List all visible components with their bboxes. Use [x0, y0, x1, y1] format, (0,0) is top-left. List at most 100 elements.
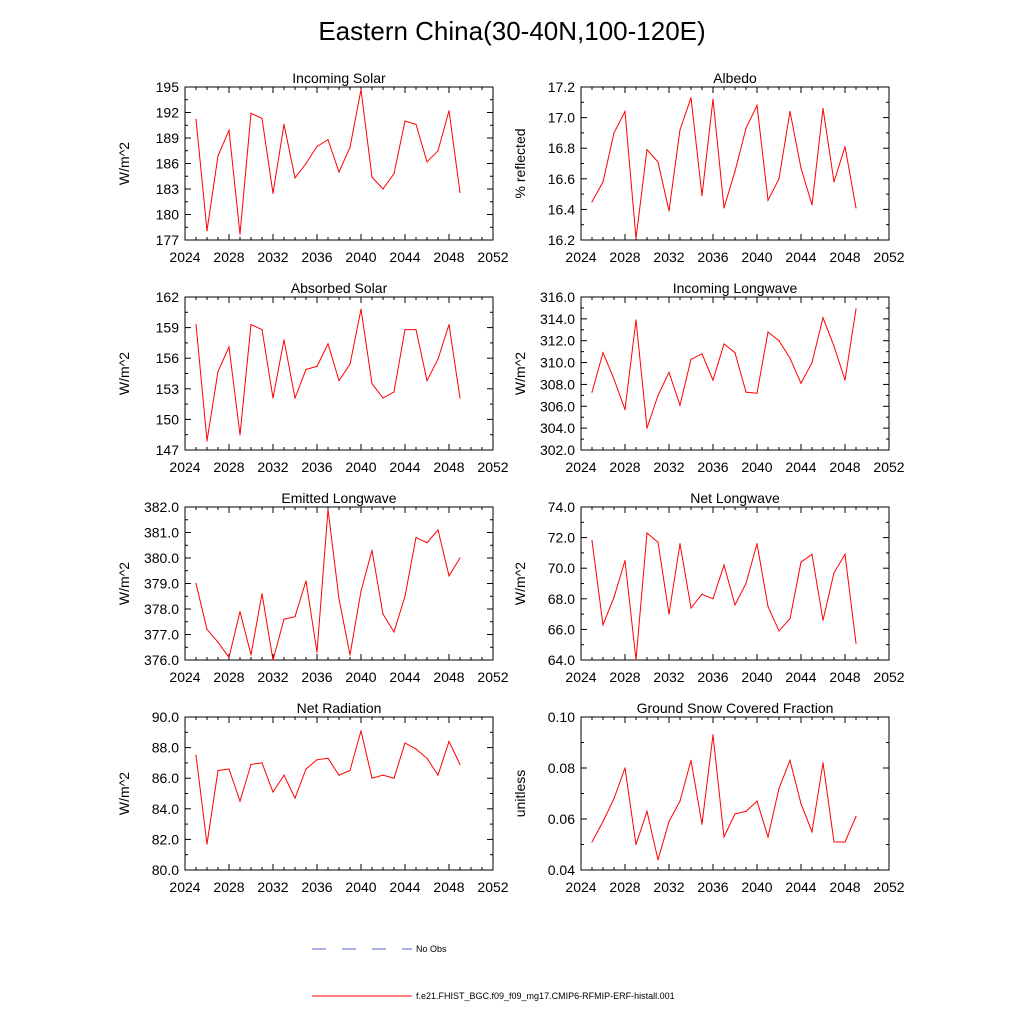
y-tick-label: 376.0 [144, 652, 179, 668]
data-point [602, 181, 604, 183]
data-point [800, 803, 802, 805]
data-point [767, 836, 769, 838]
x-tick-label: 2044 [785, 249, 816, 265]
data-point [382, 188, 384, 190]
x-tick-label: 2052 [477, 669, 508, 685]
y-tick-label: 186 [156, 156, 180, 172]
y-tick-label: 183 [156, 181, 180, 197]
plot-frame [184, 506, 494, 661]
y-tick-label: 16.4 [548, 201, 575, 217]
data-point [426, 380, 428, 382]
x-tick-label: 2052 [873, 669, 904, 685]
data-point [635, 659, 637, 661]
data-point [283, 123, 285, 125]
plot-frame [184, 296, 494, 451]
x-tick-label: 2024 [565, 249, 596, 265]
plot-frame [580, 716, 890, 871]
chart-panel: Albedo % reflected 2024 2028 2032 2036 2040 204… [512, 70, 905, 265]
data-point [338, 774, 340, 776]
data-point [316, 365, 318, 367]
data-point [294, 616, 296, 618]
data-point [679, 800, 681, 802]
x-tick-label: 2036 [697, 249, 728, 265]
y-tick-label: 17.0 [548, 110, 575, 126]
data-point [327, 508, 329, 511]
data-point [624, 559, 626, 562]
data-point [602, 820, 604, 823]
x-tick-label: 2052 [873, 459, 904, 475]
y-axis-label: unitless [512, 770, 528, 817]
x-tick-label: 2024 [169, 249, 200, 265]
data-point [701, 593, 703, 595]
data-point [239, 434, 241, 436]
x-tick-label: 2048 [433, 669, 464, 685]
data-point [844, 841, 846, 843]
data-point [591, 201, 593, 203]
data-point [206, 230, 208, 232]
data-point [657, 859, 659, 861]
data-point [734, 352, 736, 354]
x-tick-label: 2040 [345, 249, 376, 265]
chart-panel: Absorbed Solar W/m^2 2024 2028 2032 2036 2040 2… [116, 280, 509, 475]
data-point [393, 631, 395, 633]
x-tick-label: 2032 [653, 879, 684, 895]
chart-panel: Incoming Solar W/m^2 2024 2028 2032 2036 2040 2… [116, 70, 509, 265]
x-tick-label: 2024 [169, 459, 200, 475]
x-tick-label: 2040 [345, 459, 376, 475]
y-tick-label: 195 [156, 79, 180, 95]
data-point [712, 379, 714, 381]
data-point [437, 358, 439, 360]
chart-panel: Incoming Longwave W/m^2 2024 2028 2032 2036 20… [512, 280, 905, 475]
chart-panel: Emitted Longwave W/m^2 2024 2028 2032 2036 204… [116, 490, 509, 685]
data-point [415, 537, 417, 539]
data-point [789, 618, 791, 620]
y-tick-label: 86.0 [152, 770, 179, 786]
data-point [602, 352, 604, 354]
data-point [679, 129, 681, 131]
data-point [272, 659, 274, 661]
y-tick-label: 302.0 [540, 442, 575, 458]
y-tick-label: 380.0 [144, 550, 179, 566]
y-tick-label: 308.0 [540, 376, 575, 392]
series-line [195, 730, 461, 845]
data-point [382, 613, 384, 615]
data-point [371, 549, 373, 551]
data-point [338, 171, 340, 173]
panel-title: Incoming Solar [292, 70, 386, 86]
data-point [349, 769, 351, 772]
data-point [613, 596, 615, 598]
data-point [591, 841, 593, 843]
data-point [646, 149, 648, 151]
data-point [360, 730, 362, 732]
data-point [635, 319, 637, 321]
data-point [448, 575, 450, 577]
x-tick-label: 2044 [785, 459, 816, 475]
y-tick-label: 310.0 [540, 355, 575, 371]
x-tick-label: 2036 [301, 459, 332, 475]
figure-title: Eastern China(30-40N,100-120E) [318, 16, 705, 46]
y-tick-label: 162 [156, 289, 180, 305]
data-point [712, 98, 714, 100]
data-point [855, 308, 857, 310]
data-point [437, 150, 439, 152]
y-tick-label: 16.6 [548, 171, 575, 187]
data-point [327, 757, 329, 759]
x-tick-label: 2032 [653, 669, 684, 685]
data-point [349, 654, 351, 656]
data-point [338, 598, 340, 600]
data-point [657, 541, 659, 543]
data-point [745, 391, 747, 393]
data-point [272, 192, 274, 194]
x-tick-label: 2032 [653, 459, 684, 475]
data-point [283, 339, 285, 341]
y-tick-label: 64.0 [548, 652, 575, 668]
data-point [316, 759, 318, 761]
data-point [756, 392, 758, 394]
data-point [789, 759, 791, 761]
series-line [591, 97, 857, 239]
data-point [756, 800, 758, 802]
x-tick-label: 2036 [697, 669, 728, 685]
data-point [690, 759, 692, 761]
data-point [426, 757, 428, 759]
data-point [195, 323, 197, 326]
